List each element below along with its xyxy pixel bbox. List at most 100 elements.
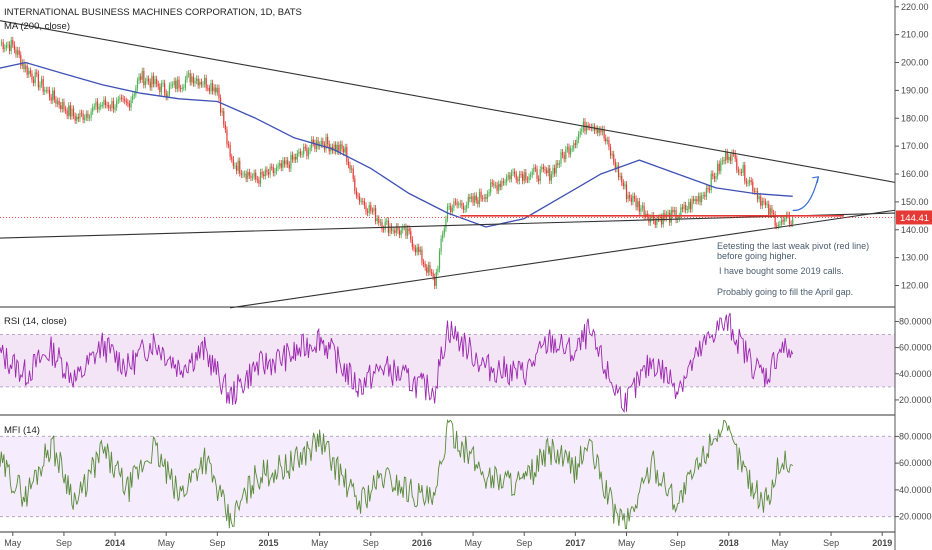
price-candle bbox=[37, 73, 39, 88]
price-candle bbox=[472, 196, 474, 203]
price-candle bbox=[132, 95, 134, 100]
price-candle bbox=[164, 83, 166, 93]
price-candle bbox=[386, 220, 388, 222]
price-candle bbox=[704, 195, 706, 197]
price-candle bbox=[657, 218, 660, 219]
time-tick-label: 2018 bbox=[719, 538, 739, 548]
price-candle bbox=[709, 189, 711, 191]
price-candle bbox=[226, 129, 228, 145]
price-candle bbox=[282, 160, 284, 168]
price-candle bbox=[394, 230, 396, 233]
price-candle bbox=[625, 184, 628, 199]
price-candle bbox=[768, 203, 770, 215]
price-candle bbox=[421, 249, 423, 263]
price-candle bbox=[242, 174, 244, 176]
last-price-badge: 144.41 bbox=[896, 210, 932, 225]
price-candle bbox=[216, 87, 218, 93]
price-candle bbox=[159, 86, 161, 93]
price-candle bbox=[717, 163, 719, 177]
price-candle bbox=[641, 205, 644, 209]
price-candle bbox=[630, 197, 632, 203]
price-candle bbox=[577, 134, 580, 140]
price-candle bbox=[712, 173, 714, 177]
price-candle bbox=[368, 205, 370, 213]
price-candle bbox=[245, 173, 247, 179]
price-candle bbox=[673, 210, 676, 213]
price-candle bbox=[616, 165, 618, 169]
price-candle bbox=[15, 49, 17, 55]
price-candle bbox=[683, 205, 685, 209]
price-candle bbox=[72, 108, 75, 116]
price-candle bbox=[88, 117, 91, 119]
price-candle bbox=[351, 168, 353, 170]
price-candle bbox=[298, 151, 300, 154]
price-candle bbox=[530, 174, 532, 177]
ma-line bbox=[0, 61, 793, 228]
last-price-label: 144.41 bbox=[900, 213, 929, 224]
price-candle bbox=[346, 147, 348, 162]
price-candle bbox=[424, 264, 426, 268]
price-candle bbox=[504, 182, 506, 184]
price-candle bbox=[55, 99, 57, 104]
price-candle bbox=[375, 208, 377, 221]
price-candle bbox=[686, 209, 688, 211]
price-candle bbox=[477, 200, 479, 205]
price-candle bbox=[264, 169, 266, 177]
price-candle bbox=[16, 50, 19, 55]
rsi-tick-label: 80.0000 bbox=[899, 316, 932, 326]
price-candle bbox=[165, 92, 167, 98]
price-candle bbox=[117, 99, 119, 101]
price-candle bbox=[309, 147, 311, 151]
price-candle bbox=[542, 167, 545, 170]
price-candle bbox=[120, 97, 123, 99]
price-candle bbox=[183, 87, 185, 89]
mfi-series bbox=[0, 418, 794, 530]
price-candle bbox=[411, 239, 413, 248]
price-candle bbox=[461, 203, 463, 206]
price-candle bbox=[790, 223, 792, 225]
price-candle bbox=[266, 169, 268, 173]
price-candle bbox=[453, 201, 455, 208]
price-candle bbox=[355, 190, 358, 196]
price-candle bbox=[271, 166, 273, 168]
time-tick-label: May bbox=[4, 538, 22, 548]
price-candle bbox=[553, 167, 556, 174]
price-candle bbox=[595, 128, 597, 131]
price-candle bbox=[617, 165, 620, 177]
price-candle bbox=[280, 163, 282, 168]
price-candle bbox=[40, 79, 43, 85]
price-candle bbox=[124, 99, 126, 101]
price-candle bbox=[633, 195, 636, 199]
price-candle bbox=[175, 80, 177, 89]
price-candle bbox=[764, 201, 767, 205]
price-candle bbox=[181, 87, 183, 89]
price-candle bbox=[643, 205, 645, 217]
price-candle bbox=[202, 84, 204, 85]
price-candle bbox=[792, 218, 794, 224]
price-candle bbox=[517, 179, 519, 181]
price-candle bbox=[312, 139, 314, 143]
price-candle bbox=[763, 201, 765, 202]
price-candle bbox=[173, 80, 175, 85]
indicator-bands bbox=[0, 334, 895, 518]
price-candle bbox=[606, 140, 608, 142]
time-tick-label: May bbox=[158, 538, 176, 548]
price-candle bbox=[430, 272, 433, 274]
time-tick-label: Sep bbox=[56, 538, 72, 548]
price-candle bbox=[466, 204, 468, 209]
price-candle bbox=[130, 99, 132, 108]
price-candle bbox=[379, 222, 381, 224]
price-candle bbox=[20, 54, 22, 66]
trend-line-2 bbox=[0, 212, 896, 239]
price-candle bbox=[621, 175, 623, 183]
mfi-band bbox=[0, 436, 895, 517]
price-candle bbox=[480, 191, 482, 199]
price-candle bbox=[486, 193, 489, 199]
price-candle bbox=[448, 206, 450, 207]
price-candle bbox=[672, 210, 674, 213]
price-candle bbox=[464, 208, 466, 210]
price-candle bbox=[699, 195, 701, 202]
price-candle bbox=[729, 156, 731, 161]
price-candle bbox=[459, 203, 461, 205]
price-candle bbox=[85, 113, 87, 118]
